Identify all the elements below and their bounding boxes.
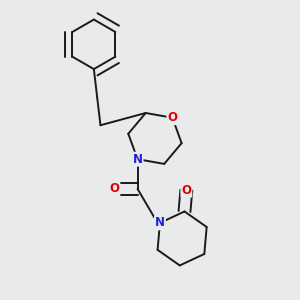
Text: O: O: [182, 184, 191, 196]
Text: N: N: [155, 216, 165, 230]
Text: N: N: [133, 153, 142, 166]
Text: O: O: [167, 111, 177, 124]
Text: O: O: [110, 182, 119, 195]
